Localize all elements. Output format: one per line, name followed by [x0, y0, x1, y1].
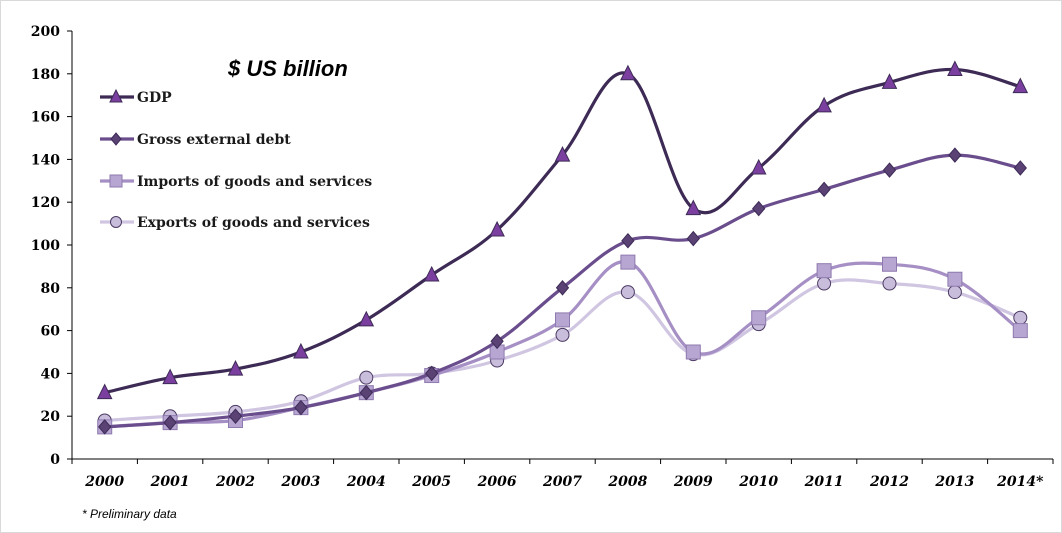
data-point-imports-of-goods-and-services: [685, 344, 701, 360]
y-tick-label: 40: [41, 366, 61, 382]
data-point-imports-of-goods-and-services: [882, 256, 897, 272]
data-point-gdp: [96, 383, 113, 400]
data-point-gdp: [685, 199, 702, 216]
data-point-gdp: [489, 220, 505, 237]
legend-marker-exports-of-goods-and-services: [110, 216, 122, 228]
data-point-gdp: [947, 60, 963, 77]
legend-label: GDP: [137, 90, 172, 106]
data-point-gross-external-debt: [228, 408, 243, 424]
data-point-gross-external-debt: [948, 147, 962, 163]
data-point-gross-external-debt: [294, 399, 308, 416]
legend-marker-gross-external-debt: [110, 132, 122, 146]
data-point-gross-external-debt: [425, 365, 439, 382]
data-point-imports-of-goods-and-services: [947, 271, 963, 287]
data-point-gdp: [750, 158, 767, 175]
data-point-gdp: [227, 360, 244, 376]
legend-label: Exports of goods and services: [137, 215, 370, 231]
data-point-exports-of-goods-and-services: [359, 370, 374, 385]
series-line-imports-of-goods-and-services: [104, 260, 1022, 429]
data-point-gross-external-debt: [490, 333, 504, 350]
data-point-gross-external-debt: [621, 232, 635, 249]
y-tick-label: 100: [31, 238, 60, 254]
data-point-exports-of-goods-and-services: [882, 276, 897, 291]
x-tick-label: 2009: [673, 474, 713, 490]
data-point-exports-of-goods-and-services: [1013, 310, 1028, 325]
footnote: * Preliminary data: [82, 507, 177, 521]
y-tick-label: 60: [41, 324, 61, 340]
data-point-imports-of-goods-and-services: [620, 254, 636, 270]
data-point-imports-of-goods-and-services: [1012, 323, 1028, 339]
data-point-imports-of-goods-and-services: [751, 310, 767, 326]
y-tick-label: 20: [41, 409, 61, 425]
legend-label: Imports of goods and services: [137, 174, 372, 190]
x-tick-label: 2001: [150, 474, 190, 490]
chart-title: $ US billion: [227, 56, 348, 81]
x-tick-label: 2008: [607, 474, 647, 490]
y-tick-label: 160: [31, 110, 60, 126]
data-point-imports-of-goods-and-services: [816, 263, 832, 279]
axes: 0 20 40 60 80 100 120 140 160 180 200 2000 2001 2002 2…: [31, 24, 1054, 490]
x-tick-label: 2012: [869, 474, 909, 490]
legend-label: Gross external debt: [137, 132, 291, 148]
data-point-exports-of-goods-and-services: [555, 327, 570, 342]
data-point-exports-of-goods-and-services: [947, 285, 962, 300]
x-tick-label: 2014*: [996, 474, 1044, 490]
legend: GDP Gross external debt Imports of goods a…: [100, 88, 372, 231]
x-tick-label: 2002: [215, 474, 255, 490]
legend-item-imports-of-goods-and-services: Imports of goods and services: [100, 174, 372, 190]
legend-marker-imports-of-goods-and-services: [109, 174, 123, 188]
x-tick-label: 2000: [84, 474, 124, 490]
data-point-exports-of-goods-and-services: [817, 276, 832, 291]
legend-item-gross-external-debt: Gross external debt: [100, 132, 291, 148]
y-tick-label: 140: [31, 152, 60, 168]
series-line-gdp: [104, 67, 1021, 395]
data-point-gross-external-debt: [882, 162, 897, 178]
x-tick-label: 2010: [738, 474, 778, 490]
x-tick-label: 2013: [934, 474, 974, 490]
series-layer: [96, 60, 1029, 435]
y-tick-label: 120: [31, 195, 60, 211]
data-point-exports-of-goods-and-services: [620, 285, 635, 300]
series-gross-external-debt: [98, 147, 1027, 435]
legend-marker-gdp: [109, 88, 123, 103]
data-point-gross-external-debt: [752, 200, 766, 217]
data-point-gdp: [293, 342, 309, 359]
data-point-gross-external-debt: [686, 230, 700, 247]
y-tick-label: 200: [31, 24, 60, 40]
data-point-gross-external-debt: [1013, 160, 1027, 176]
data-point-gdp: [554, 146, 571, 162]
x-tick-label: 2007: [542, 474, 582, 490]
x-tick-label: 2003: [280, 474, 320, 490]
y-tick-label: 180: [31, 67, 60, 83]
data-point-gdp: [881, 73, 898, 89]
data-point-gdp: [816, 96, 832, 113]
data-point-gdp: [423, 265, 440, 282]
x-tick-label: 2011: [804, 474, 844, 490]
data-point-gross-external-debt: [555, 280, 570, 296]
y-tick-label: 80: [41, 281, 61, 297]
legend-item-exports-of-goods-and-services: Exports of goods and services: [100, 215, 370, 231]
data-point-gdp: [1012, 77, 1029, 94]
data-point-gdp: [162, 368, 178, 385]
x-tick-label: 2004: [346, 474, 386, 490]
data-point-gdp: [358, 310, 375, 327]
data-point-gross-external-debt: [359, 384, 373, 401]
legend-item-gdp: GDP: [100, 88, 172, 106]
y-tick-label: 0: [50, 452, 60, 468]
series-gdp: [96, 60, 1029, 400]
x-tick-label: 2005: [411, 474, 451, 490]
data-point-gdp: [620, 64, 636, 81]
x-tick-label: 2006: [477, 474, 517, 490]
data-point-gross-external-debt: [98, 419, 112, 435]
data-point-gross-external-debt: [817, 181, 831, 198]
data-point-imports-of-goods-and-services: [555, 312, 570, 328]
data-point-gross-external-debt: [163, 414, 177, 431]
